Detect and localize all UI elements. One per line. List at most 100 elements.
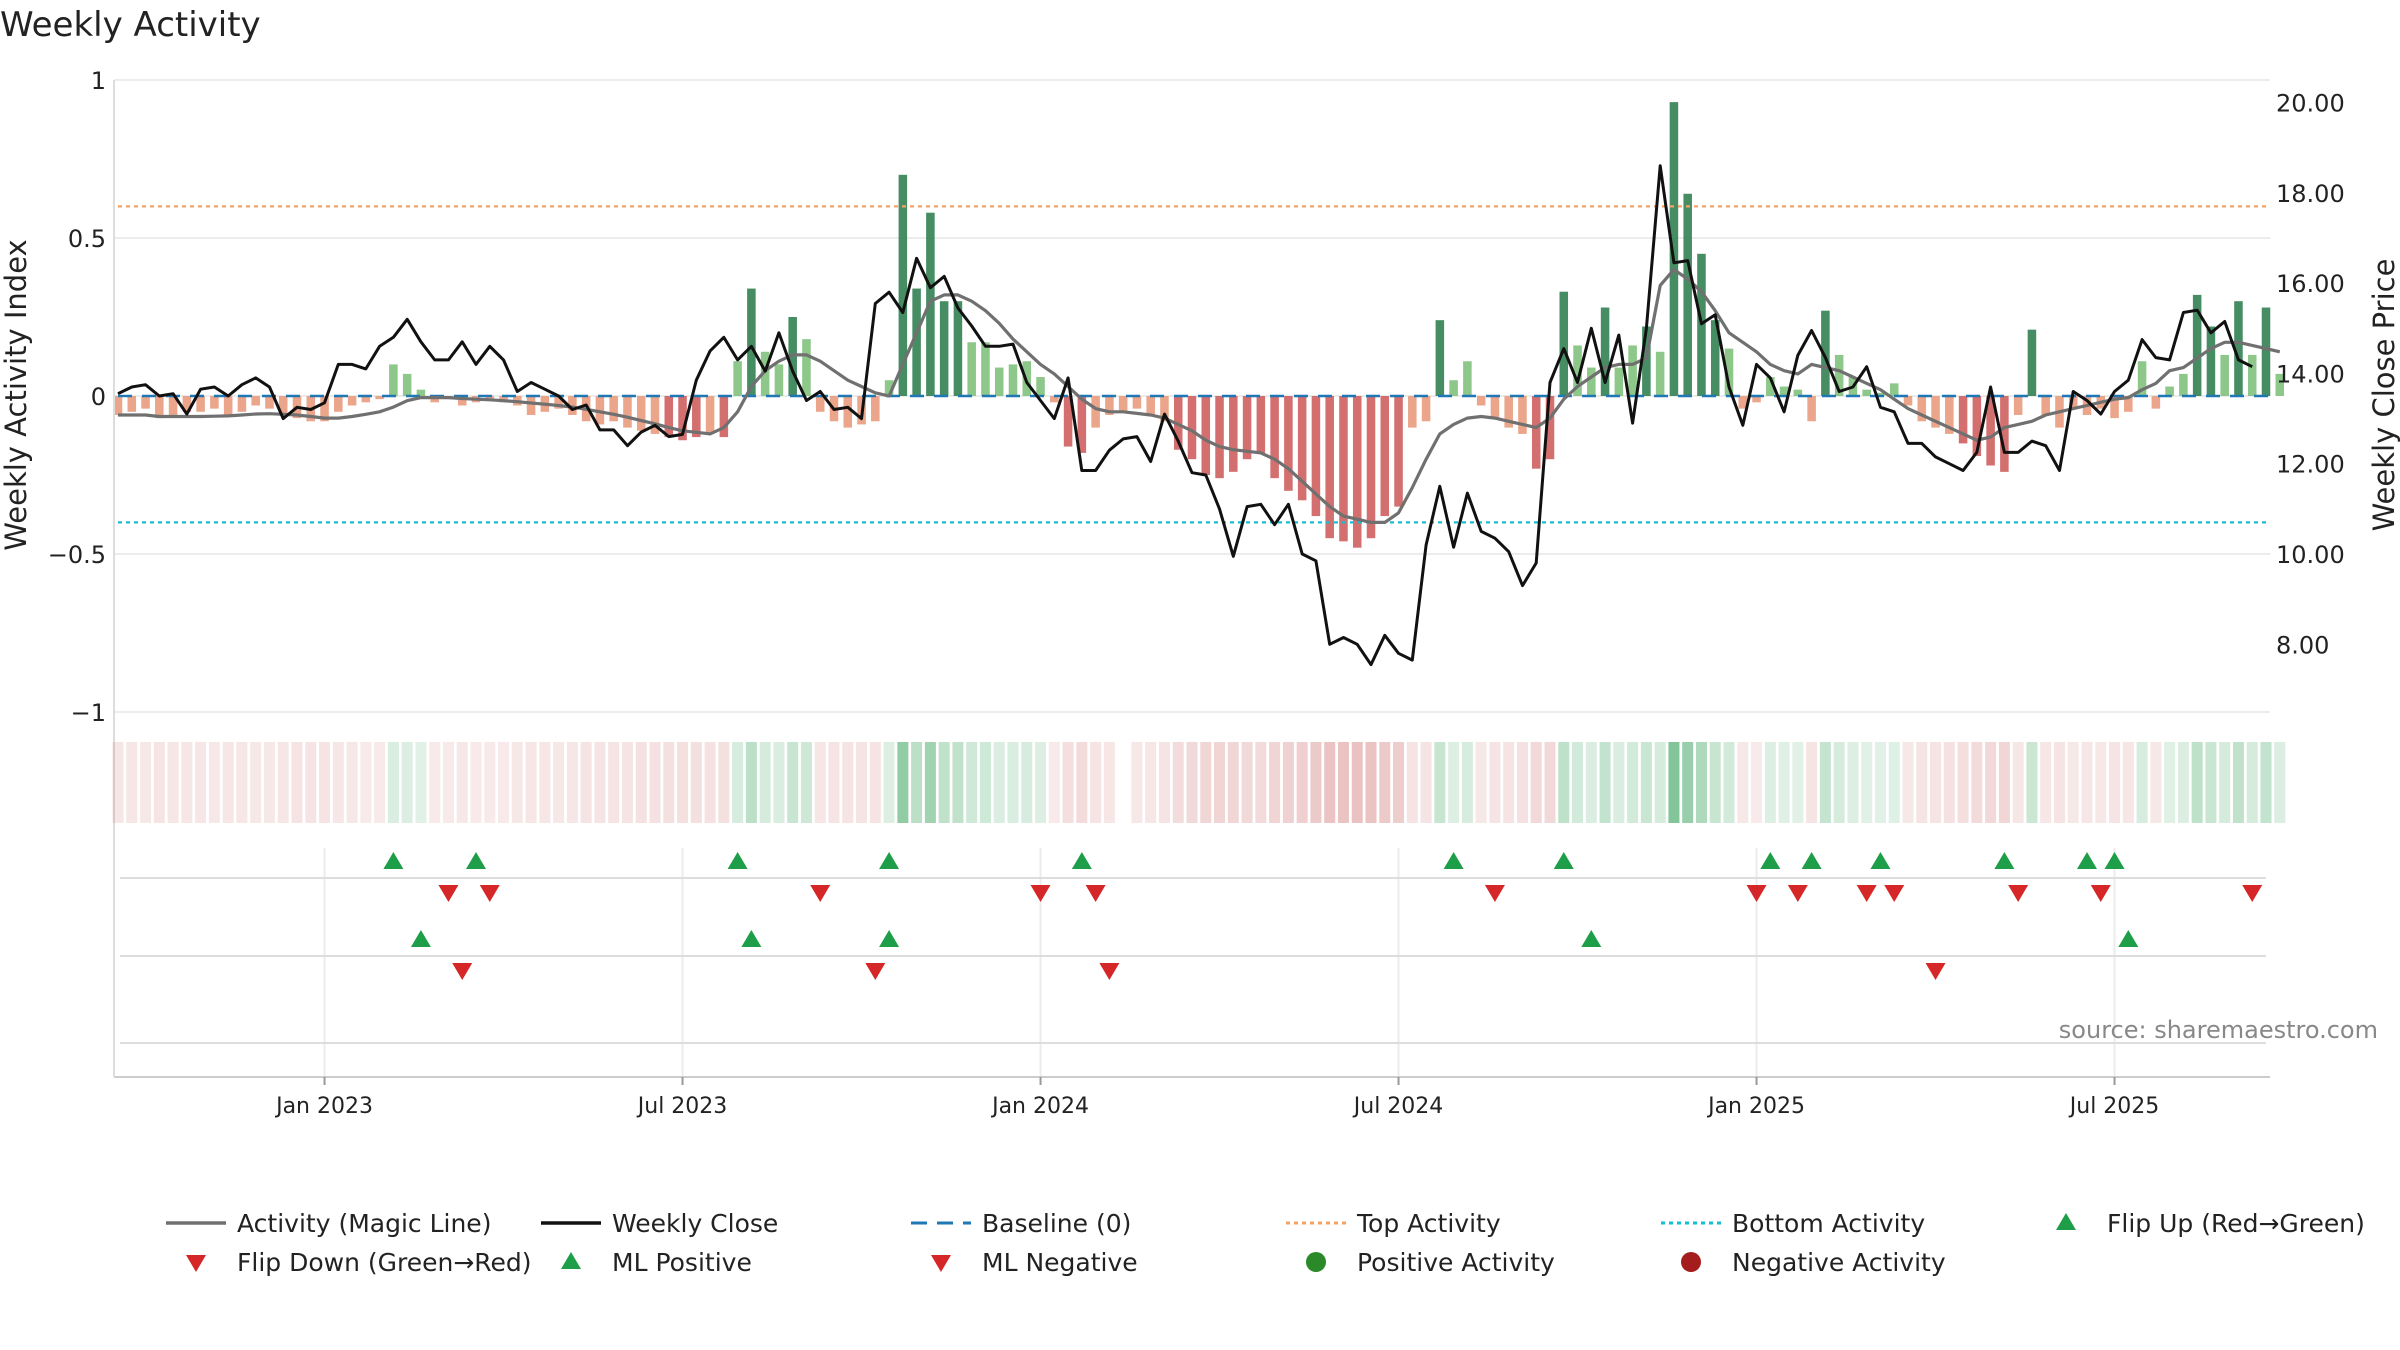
- activity-bar: [196, 396, 205, 412]
- heat-strip-cell: [1227, 742, 1239, 823]
- heat-strip-cell: [387, 742, 399, 823]
- legend-label: Flip Up (Red→Green): [2107, 1209, 2365, 1238]
- heat-strip-cell: [2205, 742, 2217, 823]
- magic-line-series: [118, 268, 2281, 525]
- heat-strip-cell: [429, 742, 441, 823]
- heat-strip-cell: [1351, 742, 1363, 823]
- activity-bar: [1105, 396, 1114, 415]
- heat-strip-cell: [924, 742, 936, 823]
- heat-strip-cell: [1337, 742, 1349, 823]
- ml-negative-marker: [452, 963, 473, 980]
- activity-bar: [1628, 345, 1637, 396]
- activity-bar: [1201, 396, 1211, 475]
- activity-bar: [402, 373, 412, 396]
- activity-bar: [1325, 396, 1334, 539]
- flip-down-marker: [1787, 885, 1808, 902]
- activity-bar: [223, 396, 233, 415]
- activity-bar: [237, 396, 247, 412]
- heat-strip-cell: [814, 742, 826, 823]
- heat-strip-cell: [594, 742, 606, 823]
- ml-positive-marker: [879, 930, 900, 947]
- activity-bar: [182, 396, 192, 412]
- heat-strip-cell: [2026, 742, 2038, 823]
- heat-strip-cell: [236, 742, 248, 823]
- heat-strip-cell: [1214, 742, 1226, 823]
- activity-bar: [1036, 377, 1045, 396]
- heat-strip-cell: [1406, 742, 1418, 823]
- flip-up-marker: [1760, 852, 1781, 869]
- activity-bar: [843, 396, 853, 428]
- ml-positive-marker: [410, 930, 431, 947]
- right-tick-label: 14.00: [2276, 360, 2345, 388]
- heat-strip-cell: [498, 742, 510, 823]
- heat-strip-cell: [745, 742, 757, 823]
- heat-strip-cell: [704, 742, 716, 823]
- activity-bar: [1573, 345, 1582, 396]
- activity-bar: [1903, 396, 1913, 406]
- activity-bar: [1600, 307, 1610, 396]
- right-tick-label: 8.00: [2276, 631, 2329, 659]
- heat-strip-cell: [1503, 742, 1515, 823]
- heat-strip-cell: [649, 742, 661, 823]
- activity-bar: [2206, 326, 2216, 396]
- heat-strip-cell: [1035, 742, 1047, 823]
- heat-strip-cell: [1475, 742, 1487, 823]
- activity-bar: [1242, 396, 1252, 460]
- activity-bar: [2110, 396, 2119, 419]
- activity-bar: [2137, 361, 2147, 396]
- flip-down-marker: [1030, 885, 1051, 902]
- flip-up-marker: [1071, 852, 1092, 869]
- activity-bar: [912, 288, 921, 396]
- y-axis-left-label: Weekly Activity Index: [0, 239, 33, 550]
- legend-item: Flip Down (Green→Red): [186, 1248, 532, 1277]
- heat-strip-cell: [1998, 742, 2010, 823]
- heat-strip-cell: [1599, 742, 1611, 823]
- heat-strip-cell: [2053, 742, 2065, 823]
- heat-strip-cell: [869, 742, 881, 823]
- heat-strip-cell: [911, 742, 923, 823]
- activity-bar: [2013, 396, 2023, 415]
- heat-strip-cell: [222, 742, 234, 823]
- heat-strip-cell: [525, 742, 537, 823]
- activity-bar: [155, 396, 164, 419]
- activity-bar: [1311, 396, 1321, 517]
- heat-strip-cell: [415, 742, 427, 823]
- activity-bar: [2000, 396, 2009, 472]
- activity-bar: [320, 396, 329, 422]
- heat-strip-cell: [126, 742, 138, 823]
- heat-strip-cell: [580, 742, 592, 823]
- heat-strip-cell: [2067, 742, 2079, 823]
- activity-bar: [994, 367, 1004, 396]
- legend-item: Activity (Magic Line): [166, 1209, 491, 1238]
- legend-label: Flip Down (Green→Red): [237, 1248, 532, 1277]
- right-tick-label: 18.00: [2276, 180, 2345, 208]
- activity-bar: [1449, 380, 1458, 396]
- heat-strip-cell: [1709, 742, 1721, 823]
- heat-strip-cell: [1764, 742, 1776, 823]
- activity-bar: [1752, 396, 1761, 403]
- heat-strip-cell: [1296, 742, 1308, 823]
- heat-strip-cell: [319, 742, 331, 823]
- heat-strip-cell: [800, 742, 812, 823]
- heat-strip-cell: [2136, 742, 2148, 823]
- flip-down-marker: [1085, 885, 1106, 902]
- heat-strip-cell: [787, 742, 799, 823]
- heat-strip-cell: [484, 742, 496, 823]
- chart-title: Weekly Activity: [0, 5, 261, 45]
- activity-bar: [815, 396, 825, 412]
- activity-bar: [1710, 320, 1720, 396]
- heat-strip-cell: [553, 742, 565, 823]
- heat-strip-cell: [2122, 742, 2134, 823]
- left-tick-label: −0.5: [48, 541, 106, 569]
- x-tick-label: Jan 2025: [1706, 1094, 1805, 1119]
- activity-bar: [1986, 396, 1995, 466]
- activity-bar: [1876, 392, 1885, 396]
- heat-strip-cell: [1668, 742, 1680, 823]
- activity-heat-strip: [112, 742, 2286, 823]
- activity-bar: [2192, 294, 2202, 396]
- heat-strip-cell: [181, 742, 193, 823]
- x-tick-label: Jul 2024: [1352, 1094, 1444, 1119]
- activity-bar: [774, 364, 784, 396]
- heat-strip-cell: [1076, 742, 1088, 823]
- heat-strip-cell: [1021, 742, 1033, 823]
